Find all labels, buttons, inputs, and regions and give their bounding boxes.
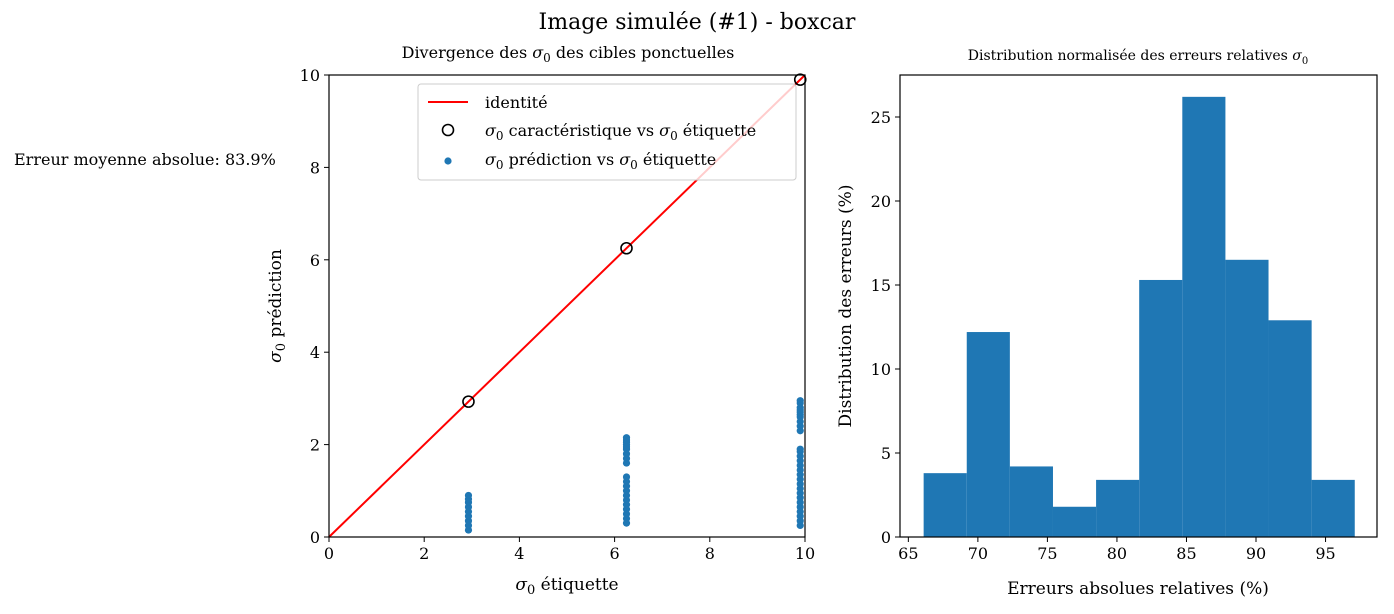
histogram-title: Distribution normalisée des erreurs rela… [968, 48, 1308, 67]
histogram-bar [923, 473, 967, 537]
x-tick-label: 85 [1176, 544, 1196, 563]
y-tick-label: 6 [310, 251, 320, 270]
y-tick-label: 8 [310, 158, 320, 177]
characteristic-point [793, 73, 807, 86]
histogram-x-axis-label: Erreurs absolues relatives (%) [1007, 579, 1269, 599]
y-tick-label: 10 [300, 66, 320, 85]
y-tick-label: 0 [881, 528, 891, 547]
histogram-bars [923, 96, 1355, 537]
histogram-bar [1268, 320, 1312, 537]
y-tick-label: 15 [871, 276, 891, 295]
scatter-title: Divergence des σ0​ des cibles ponctuelle… [402, 43, 735, 65]
figure-title: Image simulée (#1) - boxcar [538, 10, 856, 35]
histogram-bar [1096, 479, 1140, 537]
legend-label: σ0​ prédiction vs σ0​ étiquette [485, 150, 716, 172]
x-tick-label: 4 [514, 544, 524, 563]
histogram-bar [1225, 259, 1269, 537]
histogram-bar [1139, 279, 1183, 537]
x-tick-label: 75 [1037, 544, 1057, 563]
x-tick-label: 80 [1107, 544, 1127, 563]
x-tick-label: 8 [705, 544, 715, 563]
legend-prediction-swatch [444, 157, 452, 165]
x-tick-label: 2 [419, 544, 429, 563]
histogram-bar [1009, 466, 1053, 537]
mean-absolute-error-text: Erreur moyenne absolue: 83.9% [14, 150, 276, 169]
legend-label: σ0​ caractéristique vs σ0​ étiquette [485, 121, 756, 143]
histogram-axes-frame [899, 74, 1378, 538]
legend-box [417, 83, 797, 181]
scatter-x-axis-label: σ0​ étiquette [515, 575, 618, 598]
y-tick-label: 2 [310, 436, 320, 455]
y-tick-label: 10 [871, 360, 891, 379]
histogram-y-axis-label: Distribution des erreurs (%) [836, 185, 856, 428]
scatter-x-ticks: 0 2 4 6 8 10 [324, 537, 815, 563]
y-tick-label: 4 [310, 343, 320, 362]
histogram-bar [966, 332, 1010, 537]
prediction-point [464, 491, 473, 500]
scatter-y-axis-label: σ0​ prédiction [266, 249, 289, 363]
histogram-bar [1311, 479, 1355, 537]
legend-characteristic-swatch [441, 123, 455, 137]
scatter-chart: Divergence des σ0​ des cibles ponctuelle… [266, 43, 815, 598]
x-tick-label: 65 [898, 544, 918, 563]
x-tick-label: 0 [324, 544, 334, 563]
scatter-axes-frame [328, 74, 806, 538]
x-tick-label: 10 [795, 544, 815, 563]
y-tick-label: 20 [871, 192, 891, 211]
histogram-chart: Distribution normalisée des erreurs rela… [836, 48, 1378, 599]
legend-label: identité [485, 93, 548, 112]
y-tick-label: 25 [871, 108, 891, 127]
histogram-bar [1182, 96, 1226, 537]
scatter-legend: identité σ0​ caractéristique vs σ0​ étiqu… [417, 83, 797, 181]
histogram-y-ticks: 0 5 10 15 20 25 [871, 108, 900, 547]
scatter-y-ticks: 0 2 4 6 8 10 [300, 66, 329, 547]
y-tick-label: 0 [310, 528, 320, 547]
characteristic-point [462, 395, 475, 408]
prediction-point [622, 434, 631, 442]
prediction-point [622, 473, 631, 481]
histogram-x-ticks: 65 70 75 80 85 90 95 [898, 537, 1336, 563]
characteristic-point [620, 241, 633, 255]
x-tick-label: 95 [1315, 544, 1335, 563]
x-tick-label: 6 [610, 544, 620, 563]
histogram-bar [1052, 506, 1097, 537]
prediction-point [796, 397, 804, 405]
x-tick-label: 70 [968, 544, 988, 563]
y-tick-label: 5 [881, 444, 891, 463]
x-tick-label: 90 [1246, 544, 1266, 563]
prediction-point [796, 445, 804, 453]
